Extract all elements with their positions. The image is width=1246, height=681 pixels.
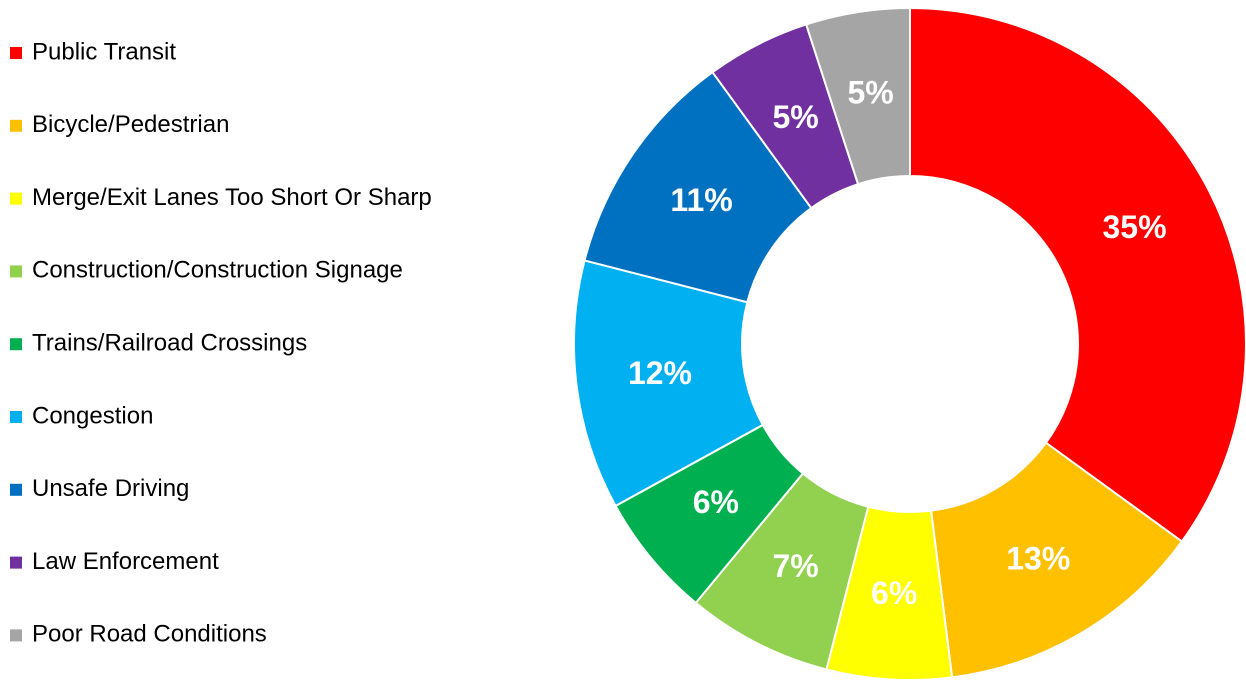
- legend-text: Unsafe Driving: [32, 475, 189, 502]
- pie-segment: [583, 70, 813, 304]
- value-label: 11%: [670, 182, 732, 218]
- value-label: 7%: [772, 548, 818, 584]
- legend-text: Construction/Construction Signage: [32, 257, 403, 284]
- value-label: 6%: [871, 575, 917, 611]
- legend-swatch: [10, 483, 22, 496]
- legend-swatch: [10, 265, 22, 278]
- legend-text: Bicycle/Pedestrian: [32, 111, 229, 138]
- pie-segment: [929, 441, 1184, 679]
- legend-swatch: [10, 47, 22, 59]
- legend-swatch: [10, 411, 22, 423]
- value-label: 35%: [1103, 209, 1167, 245]
- value-label: 13%: [1006, 540, 1070, 576]
- value-label: 5%: [772, 99, 818, 135]
- legend-swatch: [10, 629, 22, 642]
- legend-text: Merge/Exit Lanes Too Short Or Sharp: [32, 184, 432, 211]
- pie-segment: [573, 259, 765, 508]
- value-label: 12%: [628, 355, 692, 391]
- legend-swatch: [10, 192, 22, 205]
- legend-swatch: [10, 338, 22, 351]
- legend-swatch: [10, 119, 22, 132]
- pie-segment: [909, 6, 1246, 543]
- pie-segment: [804, 6, 911, 186]
- value-label: 5%: [847, 75, 893, 111]
- legend-text: Congestion: [32, 402, 153, 429]
- legend-text: Trains/Railroad Crossings: [32, 330, 307, 357]
- legend-text: Poor Road Conditions: [32, 621, 267, 648]
- value-label: 6%: [693, 484, 739, 520]
- legend-swatch: [10, 556, 22, 569]
- legend-text: Public Transit: [32, 38, 176, 65]
- legend-text: Law Enforcement: [32, 548, 219, 575]
